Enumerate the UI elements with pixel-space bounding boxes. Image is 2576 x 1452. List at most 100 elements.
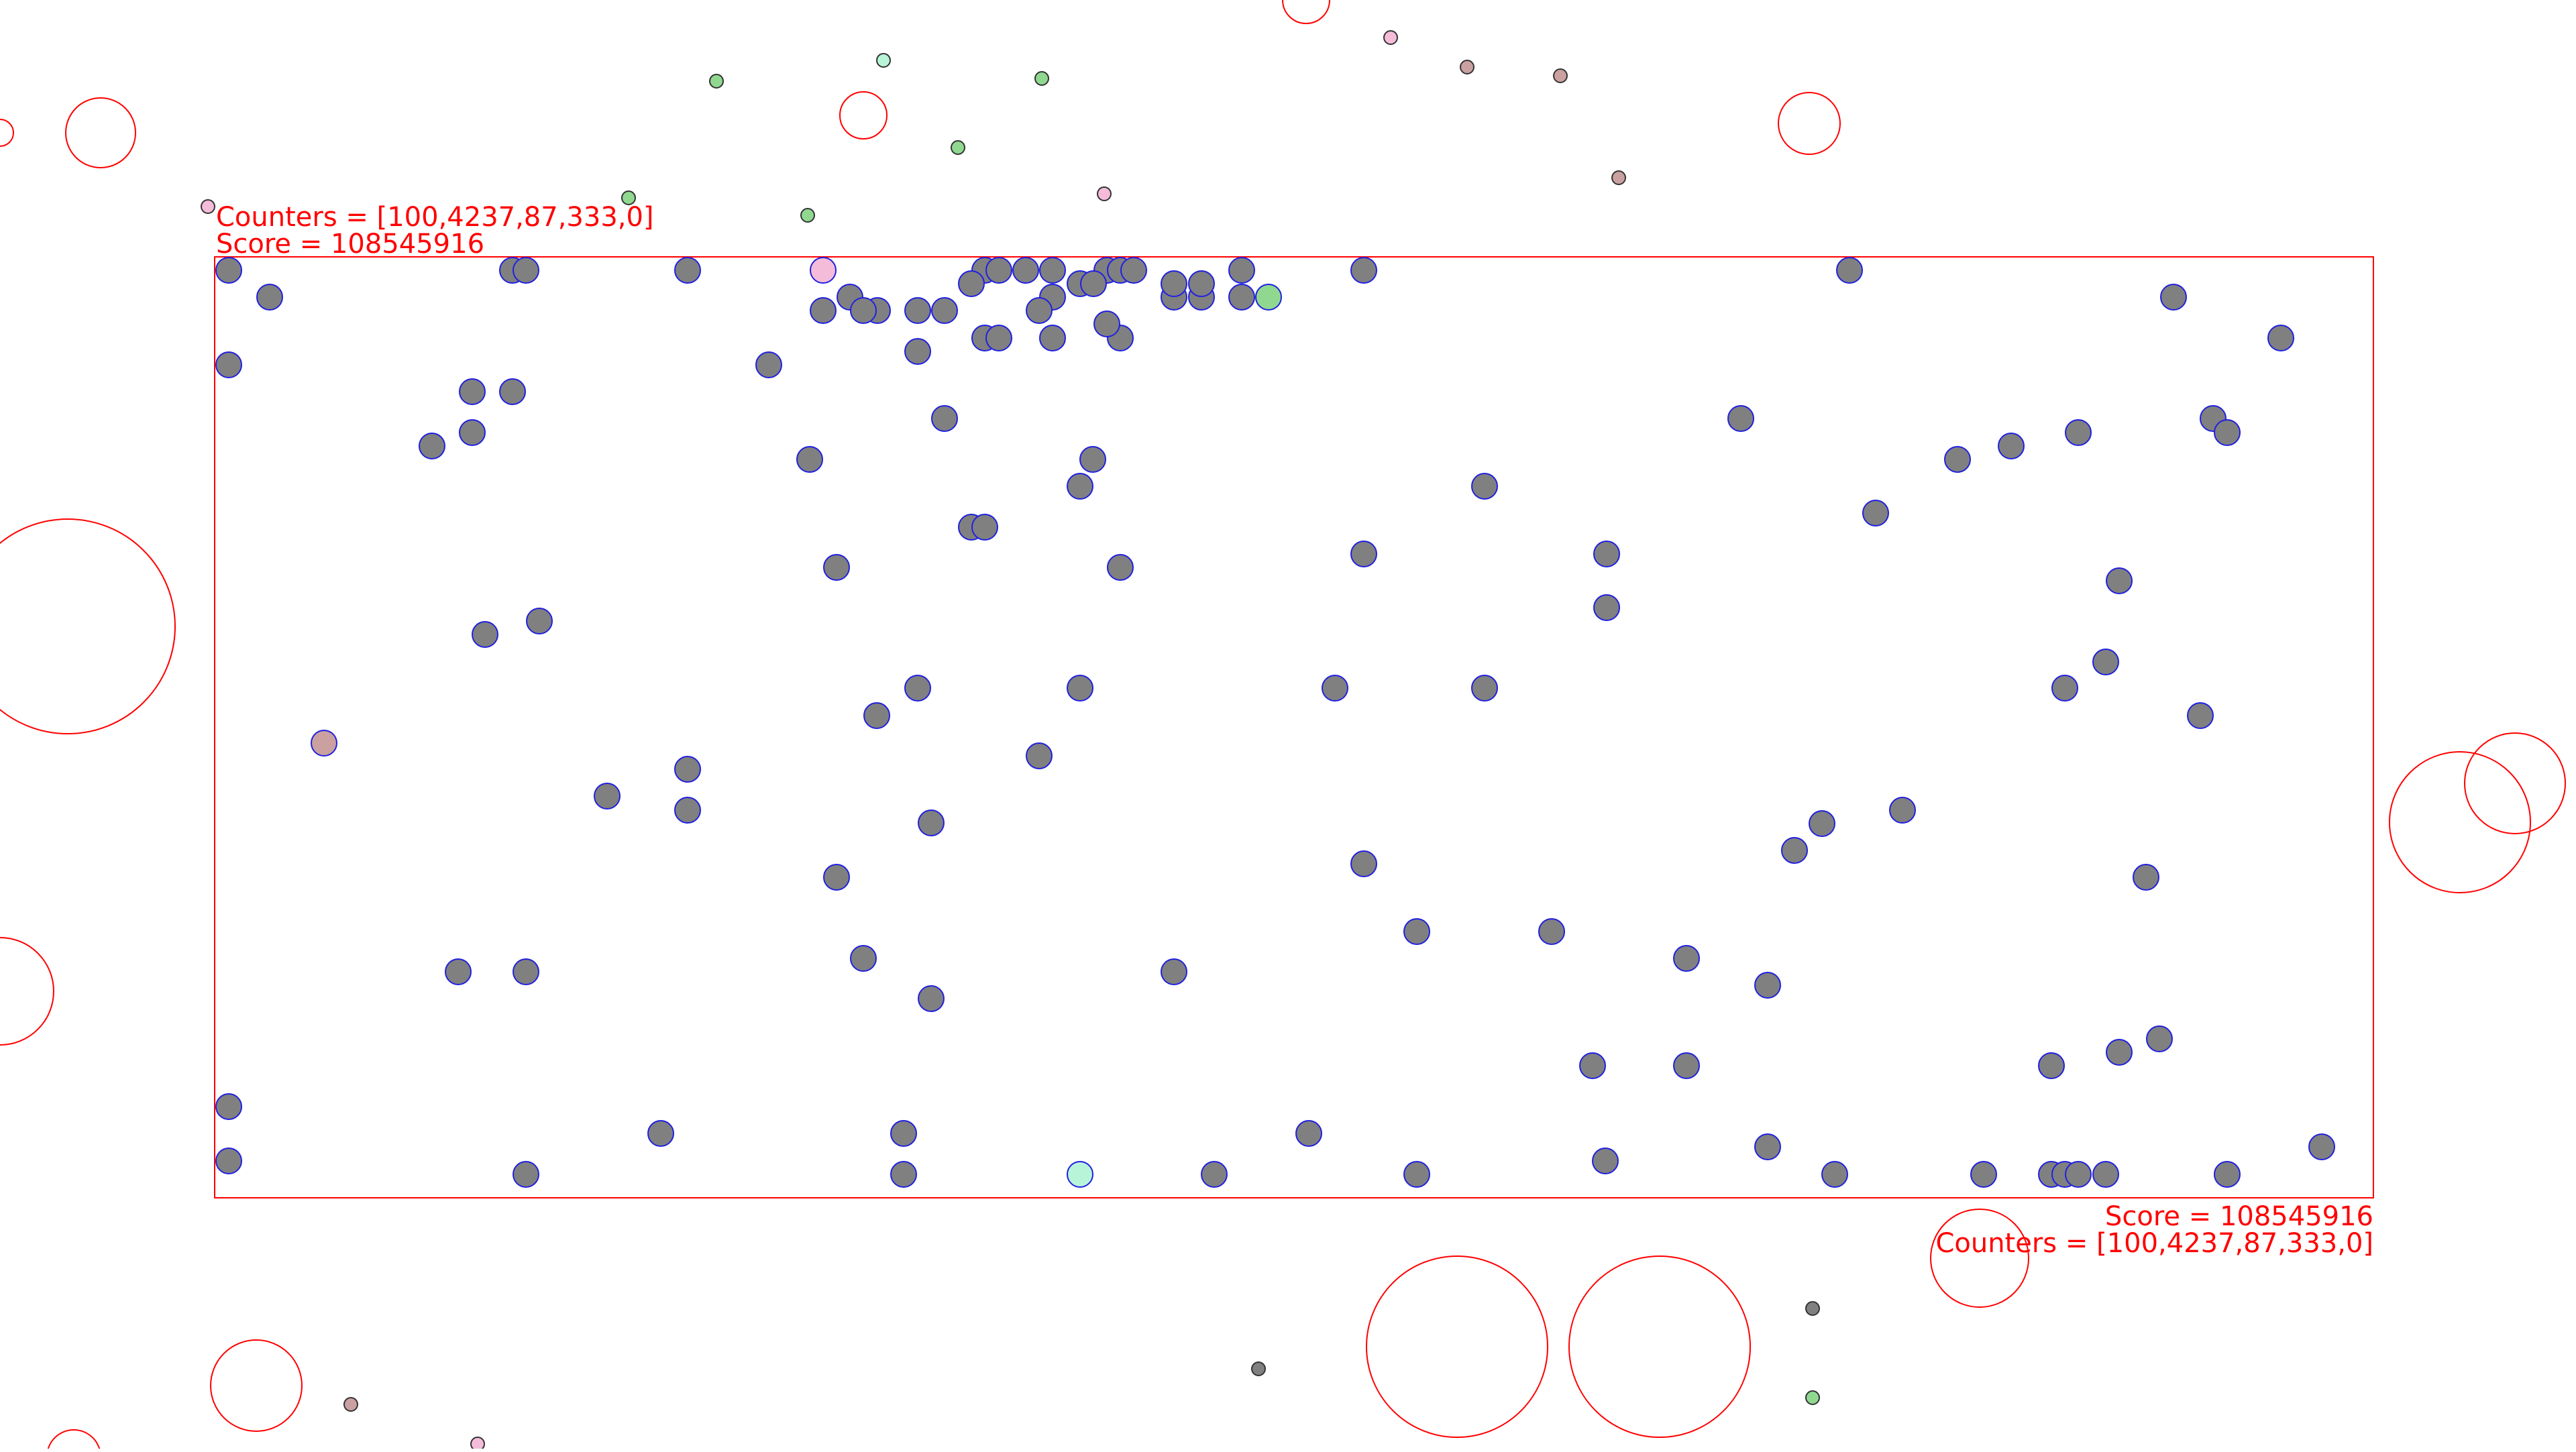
pellet: [971, 514, 998, 541]
bubble: [1568, 1255, 1751, 1438]
pellet: [215, 351, 242, 378]
particle: [343, 1397, 358, 1412]
pellet: [985, 257, 1012, 284]
pellet: [1727, 405, 1754, 432]
pellet: [2146, 1025, 2173, 1052]
pellet: [1593, 541, 1620, 567]
pellet: [674, 257, 701, 284]
pellet: [499, 378, 526, 405]
pellet: [2065, 419, 2092, 446]
pink-pellet: [810, 257, 837, 284]
pellet: [1593, 594, 1620, 621]
pellet: [931, 405, 958, 432]
pellet: [1809, 810, 1835, 837]
pellet: [2106, 1039, 2133, 1066]
pellet: [810, 297, 837, 324]
pellet: [823, 864, 850, 891]
pellet: [1026, 297, 1053, 324]
pellet: [1538, 918, 1565, 945]
pellet: [918, 985, 945, 1012]
particle: [709, 74, 724, 89]
particle: [1097, 186, 1112, 201]
particle: [951, 140, 965, 155]
pellet: [1471, 473, 1498, 500]
bubble: [1366, 1255, 1548, 1438]
pellet: [1821, 1161, 1848, 1188]
pellet: [674, 797, 701, 824]
pellet: [2308, 1133, 2335, 1160]
pellet-layer: [215, 257, 2335, 1188]
pellet: [1403, 1161, 1430, 1188]
pellet: [256, 284, 283, 311]
bubble: [839, 91, 888, 139]
particle: [1460, 60, 1474, 74]
pellet: [2092, 1161, 2119, 1188]
pellet: [1228, 257, 1255, 284]
particle: [621, 190, 636, 205]
pellet: [863, 702, 890, 729]
pellet: [1998, 433, 2025, 459]
pellet: [459, 378, 486, 405]
pellet: [1673, 945, 1700, 972]
pellet: [1201, 1161, 1228, 1188]
pellet: [2214, 1161, 2241, 1188]
particle-layer: [201, 30, 1820, 1451]
pellet: [796, 446, 823, 473]
pellet: [1295, 1120, 1322, 1147]
pellet: [445, 958, 472, 985]
pellet: [1944, 446, 1971, 473]
pellet: [1862, 500, 1889, 526]
pellet: [526, 608, 553, 634]
pellet: [1188, 270, 1215, 297]
pellet: [1592, 1148, 1619, 1174]
pellet: [513, 257, 539, 284]
pellet: [904, 297, 931, 324]
pellet: [2092, 649, 2119, 675]
pellet: [513, 1161, 539, 1188]
pellet: [513, 958, 539, 985]
pellet: [958, 270, 985, 297]
pellet: [1228, 284, 1255, 311]
particle: [1805, 1390, 1820, 1405]
pellet: [1067, 675, 1093, 702]
pellet: [1012, 257, 1039, 284]
pellet: [850, 945, 877, 972]
pellet: [215, 257, 242, 284]
pellet: [1889, 797, 1916, 824]
particle: [1383, 30, 1398, 45]
pellet: [1093, 311, 1120, 337]
bubble: [2464, 732, 2566, 834]
pellet: [2038, 1052, 2065, 1079]
pellet: [1107, 554, 1134, 581]
bubble: [0, 518, 176, 734]
pellet: [459, 419, 486, 446]
counters-label-bottom: Counters = [100,4237,87,333,0]: [1935, 1228, 2373, 1259]
pellet: [2160, 284, 2187, 311]
pellet: [755, 351, 782, 378]
pellet: [2051, 675, 2078, 702]
pellet: [215, 1148, 242, 1174]
pellet: [2065, 1161, 2092, 1188]
pellet: [2106, 567, 2133, 594]
pellet: [890, 1120, 917, 1147]
pellet: [823, 554, 850, 581]
pellet: [1039, 257, 1066, 284]
pellet: [918, 809, 945, 836]
pellet: [1067, 473, 1093, 500]
pellet: [2214, 419, 2241, 446]
pellet: [647, 1120, 674, 1147]
green-pellet: [1255, 284, 1282, 311]
pellet: [2267, 325, 2294, 351]
pellet: [1161, 270, 1187, 297]
pellet: [1836, 257, 1863, 284]
pellet: [594, 783, 621, 809]
tan-pellet: [311, 730, 337, 757]
bubble: [0, 937, 54, 1046]
pellet: [1471, 675, 1498, 702]
bubble: [2389, 751, 2531, 893]
pellet: [1039, 325, 1066, 351]
bubble: [0, 119, 14, 147]
pellet: [850, 297, 877, 324]
